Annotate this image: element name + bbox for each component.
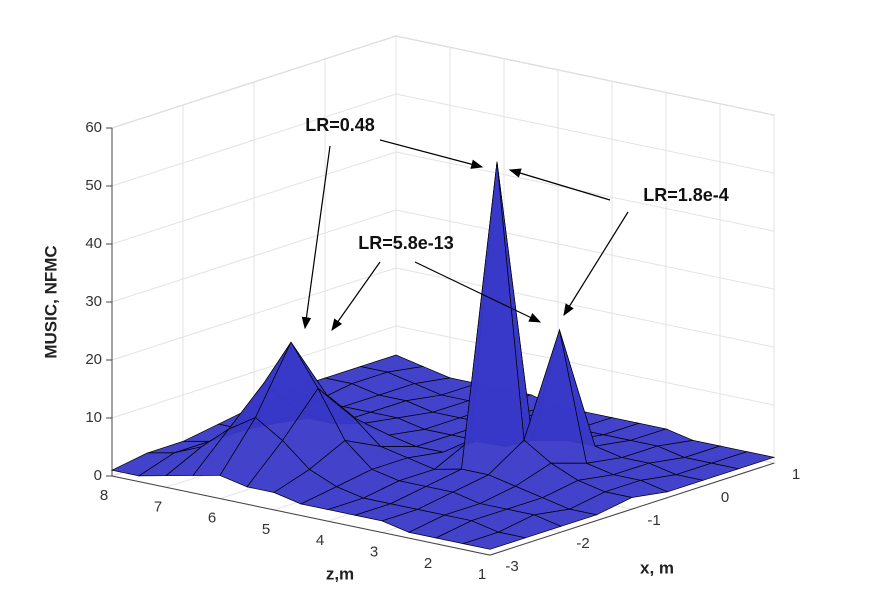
- x-tick-label: -2: [576, 535, 589, 552]
- grid-line: [395, 151, 775, 232]
- y-tick-label: 8: [100, 487, 108, 504]
- x-tick-label: -1: [647, 512, 660, 529]
- z-tick-label: 10: [85, 409, 102, 426]
- axis-line: [489, 462, 775, 556]
- x-axis-label: x, m: [640, 558, 674, 577]
- grid-line: [395, 325, 775, 406]
- annotation: LR=1.8e-4: [643, 185, 729, 205]
- arrow: [563, 211, 629, 317]
- z-tick-label: 30: [85, 293, 102, 310]
- arrow: [379, 139, 484, 169]
- z-tick-label: 0: [94, 467, 102, 484]
- z-tick-label: 60: [85, 119, 102, 136]
- arrow: [301, 145, 331, 330]
- y-tick-label: 3: [370, 543, 378, 560]
- y-tick-label: 4: [316, 532, 324, 549]
- arrow: [331, 261, 381, 331]
- annotation: LR=5.8e-13: [358, 233, 454, 253]
- arrow: [508, 168, 611, 201]
- annotation: LR=0.48: [305, 115, 375, 135]
- z-tick-label: 20: [85, 351, 102, 368]
- axis-line: [111, 475, 491, 556]
- grid-line: [395, 267, 775, 348]
- surface-patch: [461, 531, 527, 550]
- y-tick-label: 1: [478, 566, 486, 583]
- grid-line: [395, 209, 775, 290]
- arrow: [414, 261, 542, 323]
- y-tick-label: 7: [154, 498, 162, 515]
- x-tick-label: 0: [721, 489, 729, 506]
- y-tick-label: 6: [208, 510, 216, 527]
- y-tick-label: 5: [262, 521, 270, 538]
- x-tick-label: -3: [505, 558, 518, 575]
- x-tick-label: 1: [792, 466, 800, 483]
- y-tick-label: 2: [424, 555, 432, 572]
- y-axis-label: z,m: [326, 564, 354, 583]
- grid-line: [395, 93, 775, 174]
- grid-line: [395, 35, 775, 116]
- z-axis-label: MUSIC, NFMC: [41, 245, 60, 358]
- z-tick-label: 50: [85, 177, 102, 194]
- z-tick-label: 40: [85, 235, 102, 252]
